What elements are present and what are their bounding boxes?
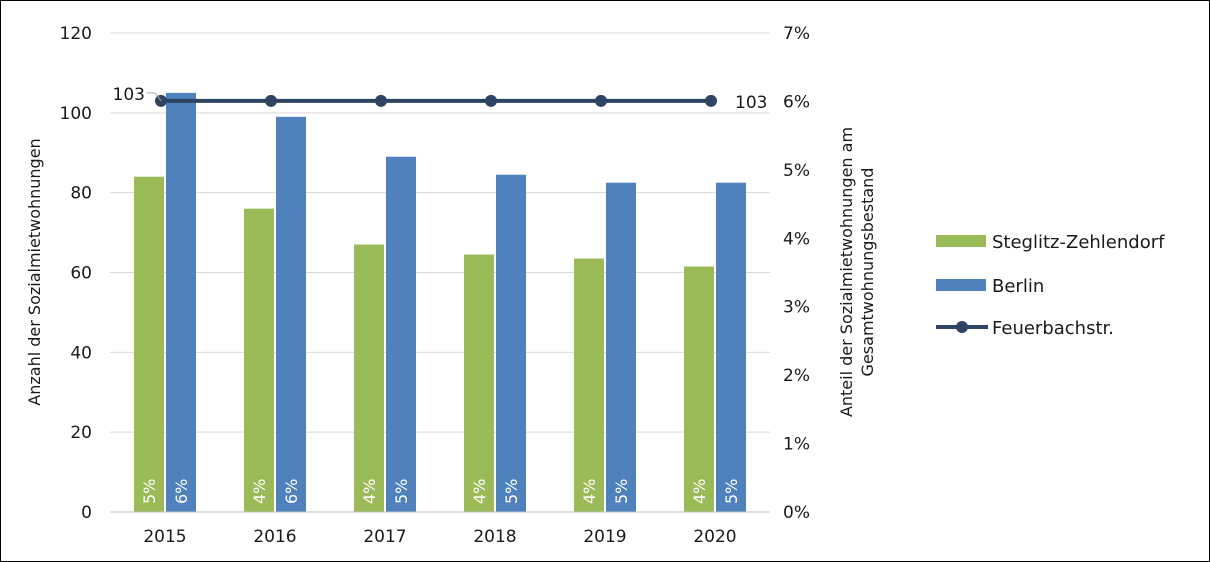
y-right-axis-title-line-1: Anteil der Sozialmietwohnungen am xyxy=(837,127,856,417)
y-left-tick-label: 120 xyxy=(60,24,92,44)
series-marker xyxy=(705,94,717,107)
bar xyxy=(386,156,416,512)
series-marker xyxy=(485,94,497,107)
legend-swatch-feuerbachstr-marker xyxy=(956,321,968,333)
line-series: 103 103 xyxy=(113,85,768,113)
bar-data-label: 5% xyxy=(722,479,741,504)
legend: Steglitz-Zehlendorf Berlin Feuerbachstr. xyxy=(936,232,1165,339)
bar-data-label: 5% xyxy=(392,479,411,504)
x-tick-label: 2019 xyxy=(583,527,626,547)
bar-data-label: 5% xyxy=(140,479,159,504)
x-tick-label: 2017 xyxy=(363,527,406,547)
bar xyxy=(276,116,306,512)
y-right-axis-title-line-2: Gesamtwohnungsbestand xyxy=(858,168,877,377)
y-left-tick-label: 80 xyxy=(70,184,92,204)
y-left-tick-label: 20 xyxy=(70,423,92,443)
x-tick-label: 2020 xyxy=(693,527,736,547)
y-right-tick-label: 3% xyxy=(783,298,810,318)
legend-swatch-steglitz xyxy=(936,235,986,247)
bar-data-label: 6% xyxy=(172,479,191,504)
legend-label-berlin: Berlin xyxy=(992,276,1044,297)
bar xyxy=(716,182,746,512)
y-left-tick-label: 60 xyxy=(70,264,92,284)
bar-data-label: 5% xyxy=(502,479,521,504)
line-data-label: 103 xyxy=(735,93,767,113)
y-left-axis-title: Anzahl der Sozialmietwohnungen xyxy=(25,138,44,405)
bar xyxy=(684,266,714,512)
y-right-tick-label: 1% xyxy=(783,435,810,455)
y-right-tick-label: 7% xyxy=(783,24,810,44)
series-marker xyxy=(595,94,607,107)
bar xyxy=(574,258,604,512)
x-tick-label: 2015 xyxy=(143,527,186,547)
y-right-tick-label: 2% xyxy=(783,366,810,386)
y-right-tick-label: 6% xyxy=(783,92,810,112)
y-left-tick-label: 40 xyxy=(70,343,92,363)
y-right-tick-label: 0% xyxy=(783,503,810,523)
bar-data-label: 4% xyxy=(470,479,489,504)
bar-data-label: 6% xyxy=(282,479,301,504)
bar-data-label: 4% xyxy=(360,479,379,504)
series-marker xyxy=(375,94,387,107)
bar xyxy=(134,176,164,512)
line-data-label: 103 xyxy=(113,85,145,105)
bar-data-label: 4% xyxy=(250,479,269,504)
x-tick-label: 2016 xyxy=(253,527,296,547)
legend-label-steglitz: Steglitz-Zehlendorf xyxy=(992,232,1165,253)
y-right-tick-label: 4% xyxy=(783,229,810,249)
data-label-leader xyxy=(147,92,162,102)
bar xyxy=(354,244,384,512)
bar xyxy=(166,92,196,512)
y-right-tick-label: 5% xyxy=(783,161,810,181)
y-left-tick-label: 0 xyxy=(81,503,92,523)
legend-swatch-berlin xyxy=(936,279,986,291)
bar-data-label: 5% xyxy=(612,479,631,504)
bar xyxy=(464,254,494,512)
bars: 5% 6% 4% 6% 4% 5% 4% 5% 4% 5% 4% 5% xyxy=(134,92,746,512)
axes: 0 20 40 60 80 100 120 0% 1% 2% 3% 4% 5% 6% 7% 2015 2016 2… xyxy=(60,24,810,547)
bar-data-label: 4% xyxy=(690,479,709,504)
bar-data-label: 4% xyxy=(580,479,599,504)
legend-label-feuerbachstr: Feuerbachstr. xyxy=(992,318,1114,339)
series-marker xyxy=(265,94,277,107)
bar xyxy=(244,208,274,512)
bar xyxy=(606,182,636,512)
bar xyxy=(496,174,526,512)
y-left-tick-label: 100 xyxy=(60,104,92,124)
x-tick-label: 2018 xyxy=(473,527,516,547)
gridlines xyxy=(110,32,770,433)
